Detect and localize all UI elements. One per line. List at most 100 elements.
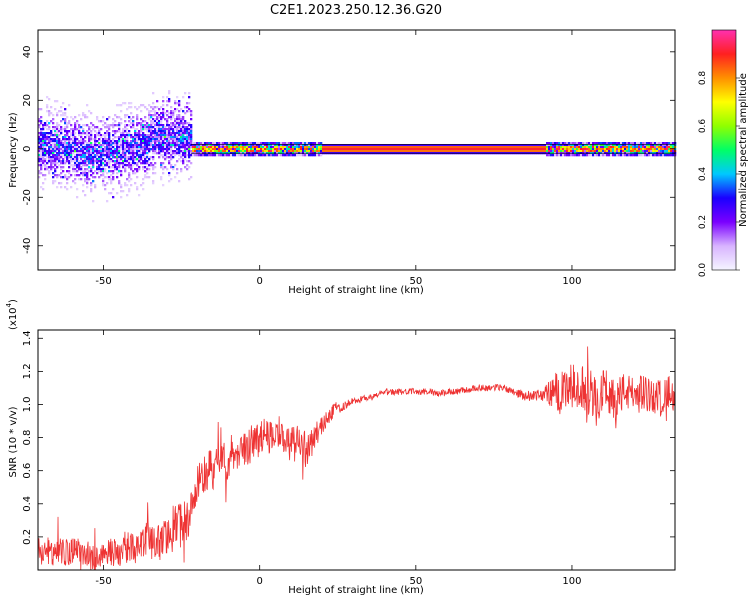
spectrogram-cell	[672, 146, 675, 149]
spectrogram-cell	[94, 170, 97, 173]
spectrogram-cell	[614, 150, 617, 153]
spectrogram-cell	[672, 142, 675, 145]
spectrogram-cell	[176, 116, 179, 119]
spectrogram-cell	[396, 146, 399, 149]
spectrogram-cell	[292, 148, 295, 151]
spectrogram-cell	[44, 174, 47, 177]
spectrogram-cell	[42, 124, 45, 127]
spectrogram-cell	[628, 144, 631, 147]
spectrogram-cell	[302, 148, 305, 151]
spectrogram-cell	[62, 158, 65, 161]
spectrogram-cell	[128, 190, 131, 193]
spectrogram-cell	[112, 150, 115, 153]
spectrogram-cell	[124, 126, 127, 129]
spectrogram-cell	[54, 150, 57, 153]
spectrogram-cell	[126, 150, 129, 153]
spectrogram-cell	[616, 142, 619, 145]
spectrogram-cell	[276, 146, 279, 149]
spectrogram-cell	[126, 136, 129, 139]
spectrogram-cell	[112, 178, 115, 181]
spectrogram-cell	[666, 144, 669, 147]
spectrogram-cell	[356, 148, 359, 151]
spectrogram-cell	[158, 126, 161, 129]
spectrogram-cell	[182, 152, 185, 155]
spectrogram-cell	[126, 178, 129, 181]
spectrogram-cell	[184, 158, 187, 161]
spectrogram-cell	[132, 120, 135, 123]
spectrogram-cell	[82, 142, 85, 145]
spectrogram-cell	[152, 150, 155, 153]
spectrogram-cell	[174, 140, 177, 143]
spectrogram-cell	[88, 110, 91, 113]
spectrogram-cell	[174, 108, 177, 111]
spectrogram-cell	[384, 148, 387, 151]
spectrogram-cell	[74, 124, 77, 127]
spectrogram-cell	[96, 132, 99, 135]
spectrogram-cell	[574, 150, 577, 153]
spectrogram-cell	[640, 150, 643, 153]
spectrogram-cell	[164, 112, 167, 115]
spectrogram-cell	[204, 150, 207, 153]
spectrogram-cell	[70, 160, 73, 163]
spectrogram-cell	[298, 144, 301, 147]
spectrogram-cell	[68, 120, 71, 123]
spectrogram-cell	[188, 138, 191, 141]
spectrogram-cell	[88, 146, 91, 149]
spectrogram-cell	[72, 180, 75, 183]
spectrogram-cell	[408, 144, 411, 147]
spectrogram-cell	[50, 106, 53, 109]
spectrogram-cell	[276, 144, 279, 147]
spectrogram-cell	[198, 154, 201, 157]
spectrogram-cell	[252, 148, 255, 151]
spectrogram-cell	[110, 166, 113, 169]
spectrogram-cell	[144, 124, 147, 127]
spectrogram-cell	[52, 140, 55, 143]
spectrogram-cell	[38, 158, 41, 161]
spectrogram-cell	[168, 130, 171, 133]
spectrogram-cell	[66, 158, 69, 161]
spectrogram-cell	[206, 146, 209, 149]
spectrogram-cell	[236, 150, 239, 153]
spectrogram-cell	[106, 130, 109, 133]
spectrogram-cell	[50, 140, 53, 143]
spectrogram-cell	[388, 146, 391, 149]
spectrogram-cell	[40, 154, 43, 157]
spectrogram-cell	[130, 156, 133, 159]
spectrogram-cell	[80, 162, 83, 165]
spectrogram-cell	[340, 144, 343, 147]
spectrogram-cell	[430, 146, 433, 149]
spectrogram-cell	[106, 152, 109, 155]
spectrogram-cell	[156, 152, 159, 155]
spectrogram-cell	[126, 128, 129, 131]
spectrogram-cell	[126, 140, 129, 143]
spectrogram-cell	[562, 148, 565, 151]
spectrogram-cell	[50, 150, 53, 153]
spectrogram-cell	[112, 118, 115, 121]
spectrogram-cell	[310, 146, 313, 149]
spectrogram-cell	[172, 134, 175, 137]
spectrogram-cell	[268, 150, 271, 153]
spectrogram-cell	[134, 132, 137, 135]
spectrogram-cell	[94, 156, 97, 159]
spectrogram-cell	[56, 114, 59, 117]
snr-xtick-label: -50	[95, 576, 111, 587]
spectrogram-cell	[540, 146, 543, 149]
spectrogram-cell	[160, 132, 163, 135]
spectrogram-cell	[164, 142, 167, 145]
spectrogram-cell	[98, 128, 101, 131]
spectrogram-cell	[238, 154, 241, 157]
spectrogram-cell	[440, 144, 443, 147]
spectrogram-cell	[258, 148, 261, 151]
spectrogram-cell	[550, 142, 553, 145]
spectrogram-cell	[294, 154, 297, 157]
spectrogram-cell	[70, 152, 73, 155]
spectrogram-cell	[122, 144, 125, 147]
spectrogram-cell	[48, 132, 51, 135]
spectrogram-cell	[48, 172, 51, 175]
spectrogram-cell	[102, 116, 105, 119]
spectrogram-cell	[120, 172, 123, 175]
spectrogram-cell	[110, 178, 113, 181]
spectrogram-cell	[182, 116, 185, 119]
spectrogram-cell	[212, 148, 215, 151]
spectrogram-cell	[392, 150, 395, 153]
